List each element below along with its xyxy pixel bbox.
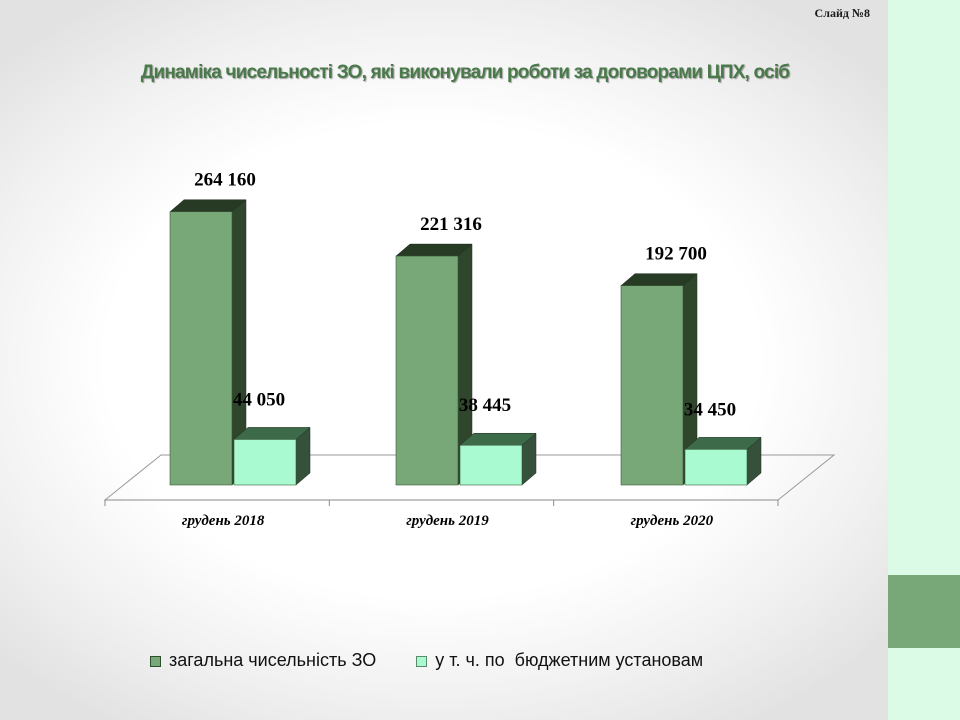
chart-title: Динаміка чисельності ЗО, які виконували … <box>140 62 790 83</box>
data-label-0-1: 221 316 <box>420 214 482 235</box>
bar-0-2 <box>620 285 684 486</box>
bar-1-2 <box>684 449 748 486</box>
data-label-1-0: 44 050 <box>233 389 285 410</box>
legend-label-total: загальна чисельність ЗО <box>169 650 377 670</box>
bar-1-0 <box>233 439 297 486</box>
category-label-2: грудень 2020 <box>631 513 714 529</box>
sidebar-accent-block <box>888 575 960 648</box>
legend-label-budget: у т. ч. по бюджетним установам <box>435 650 704 670</box>
legend-item-budget: у т. ч. по бюджетним установам <box>416 650 703 671</box>
legend-swatch-budget <box>416 656 428 667</box>
data-label-0-2: 192 700 <box>645 244 707 265</box>
legend-swatch-total <box>150 656 161 667</box>
chart-legend: загальна чисельність ЗО у т. ч. по бюдже… <box>150 650 850 671</box>
bar-1-1 <box>459 444 523 486</box>
category-label-1: грудень 2019 <box>406 513 489 529</box>
slide-number: Слайд №8 <box>814 6 870 20</box>
data-label-0-0: 264 160 <box>194 170 256 191</box>
data-label-1-1: 38 445 <box>459 395 511 416</box>
bar-0-1 <box>395 255 459 486</box>
data-label-1-2: 34 450 <box>684 399 736 420</box>
bar-0-0 <box>169 211 233 486</box>
legend-item-total: загальна чисельність ЗО <box>150 650 376 671</box>
category-label-0: грудень 2018 <box>182 513 265 529</box>
